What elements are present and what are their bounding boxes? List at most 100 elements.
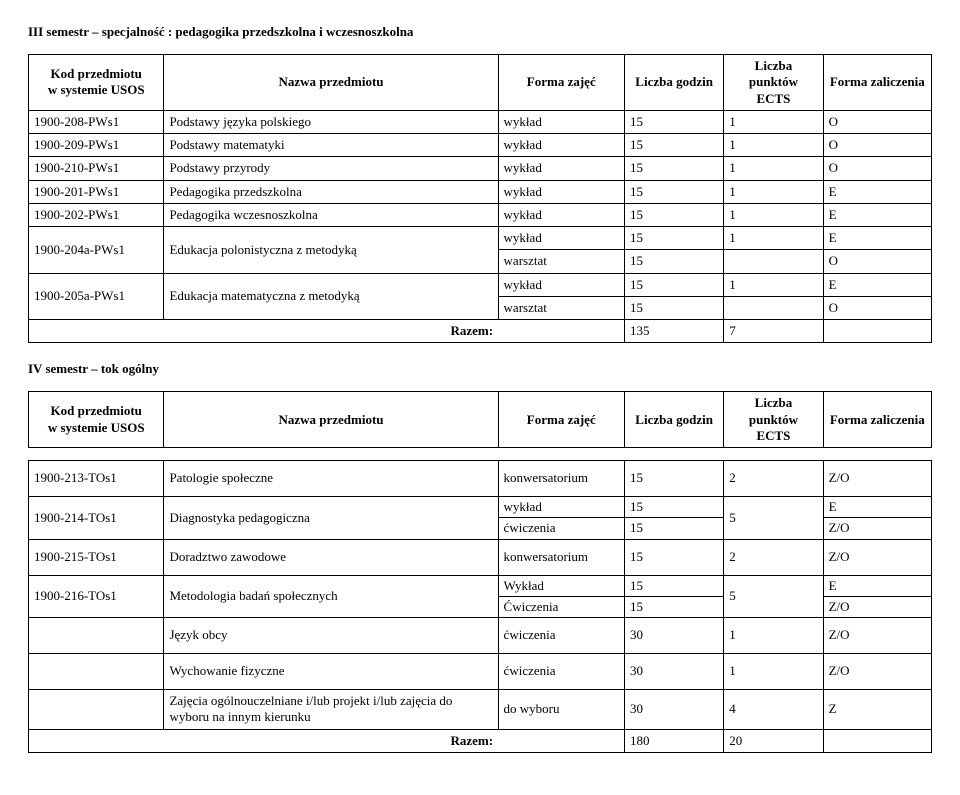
cell-hours: 15 bbox=[624, 596, 723, 617]
cell-empty bbox=[29, 320, 164, 343]
cell-code: 1900-214-TOs1 bbox=[29, 497, 164, 540]
cell-form: ćwiczenia bbox=[498, 518, 624, 539]
cell-form: wykład bbox=[498, 497, 624, 518]
cell-points: 1 bbox=[724, 654, 823, 690]
cell-empty bbox=[29, 729, 164, 752]
razem-label: Razem: bbox=[164, 729, 498, 752]
table-row: 1900-204a-PWs1 Edukacja polonistyczna z … bbox=[29, 227, 932, 250]
cell-grade: Z/O bbox=[823, 518, 931, 539]
razem-label: Razem: bbox=[164, 320, 498, 343]
cell-name: Język obcy bbox=[164, 618, 498, 654]
table-row: 1900-202-PWs1Pedagogika wczesnoszkolnawy… bbox=[29, 203, 932, 226]
table-row: 1900-210-PWs1Podstawy przyrodywykład151O bbox=[29, 157, 932, 180]
cell-hours: 15 bbox=[624, 273, 723, 296]
cell-points: 2 bbox=[724, 461, 823, 497]
cell-hours: 15 bbox=[624, 180, 723, 203]
cell-form: wykład bbox=[498, 110, 624, 133]
cell-form: wykład bbox=[498, 273, 624, 296]
cell-name: Patologie społeczne bbox=[164, 461, 498, 497]
cell-hours: 15 bbox=[624, 250, 723, 273]
table-row: 1900-214-TOs1 Diagnostyka pedagogiczna w… bbox=[29, 497, 932, 518]
cell-code bbox=[29, 618, 164, 654]
cell-grade: E bbox=[823, 273, 931, 296]
cell-grade: Z/O bbox=[823, 539, 931, 575]
cell-form: konwersatorium bbox=[498, 461, 624, 497]
section2-title: IV semestr – tok ogólny bbox=[28, 361, 932, 377]
cell-code bbox=[29, 654, 164, 690]
cell-hours: 30 bbox=[624, 618, 723, 654]
cell-grade: Z bbox=[823, 690, 931, 730]
cell-name: Podstawy języka polskiego bbox=[164, 110, 498, 133]
table-row: 1900-215-TOs1 Doradztwo zawodowe konwers… bbox=[29, 539, 932, 575]
cell-name: Edukacja matematyczna z metodyką bbox=[164, 273, 498, 320]
cell-form: warsztat bbox=[498, 250, 624, 273]
cell-code: 1900-216-TOs1 bbox=[29, 575, 164, 618]
cell-code: 1900-213-TOs1 bbox=[29, 461, 164, 497]
th-name: Nazwa przedmiotu bbox=[164, 392, 498, 448]
cell-hours: 15 bbox=[624, 518, 723, 539]
table-row: 1900-205a-PWs1 Edukacja matematyczna z m… bbox=[29, 273, 932, 296]
cell-hours: 15 bbox=[624, 134, 723, 157]
th-points: Liczba punktówECTS bbox=[724, 55, 823, 111]
cell-code: 1900-205a-PWs1 bbox=[29, 273, 164, 320]
cell-hours: 15 bbox=[624, 575, 723, 596]
cell-grade: Z/O bbox=[823, 461, 931, 497]
cell-code: 1900-202-PWs1 bbox=[29, 203, 164, 226]
cell-points bbox=[724, 250, 823, 273]
table-row: 1900-201-PWs1Pedagogika przedszkolnawykł… bbox=[29, 180, 932, 203]
cell-grade: E bbox=[823, 180, 931, 203]
cell-code: 1900-208-PWs1 bbox=[29, 110, 164, 133]
cell-name: Diagnostyka pedagogiczna bbox=[164, 497, 498, 540]
cell-hours: 15 bbox=[624, 497, 723, 518]
total-hours: 180 bbox=[624, 729, 723, 752]
cell-code: 1900-204a-PWs1 bbox=[29, 227, 164, 274]
cell-hours: 30 bbox=[624, 654, 723, 690]
total-hours: 135 bbox=[624, 320, 723, 343]
cell-code bbox=[29, 690, 164, 730]
th-hours: Liczba godzin bbox=[624, 55, 723, 111]
cell-form: ćwiczenia bbox=[498, 654, 624, 690]
th-form: Forma zajęć bbox=[498, 392, 624, 448]
cell-grade: Z/O bbox=[823, 654, 931, 690]
cell-points: 5 bbox=[724, 575, 823, 618]
cell-form: wykład bbox=[498, 180, 624, 203]
cell-grade: O bbox=[823, 296, 931, 319]
total-points: 20 bbox=[724, 729, 823, 752]
cell-form: Wykład bbox=[498, 575, 624, 596]
th-name: Nazwa przedmiotu bbox=[164, 55, 498, 111]
cell-form: Ćwiczenia bbox=[498, 596, 624, 617]
table-semester4-header: Kod przedmiotuw systemie USOS Nazwa prze… bbox=[28, 391, 932, 448]
th-grade: Forma zaliczenia bbox=[823, 392, 931, 448]
cell-name: Wychowanie fizyczne bbox=[164, 654, 498, 690]
cell-name: Zajęcia ogólnouczelniane i/lub projekt i… bbox=[164, 690, 498, 730]
cell-name: Pedagogika wczesnoszkolna bbox=[164, 203, 498, 226]
cell-form: wykład bbox=[498, 157, 624, 180]
cell-code: 1900-209-PWs1 bbox=[29, 134, 164, 157]
cell-hours: 15 bbox=[624, 110, 723, 133]
cell-grade: O bbox=[823, 157, 931, 180]
cell-form: wykład bbox=[498, 134, 624, 157]
table-semester3: Kod przedmiotuw systemie USOS Nazwa prze… bbox=[28, 54, 932, 343]
cell-points: 1 bbox=[724, 203, 823, 226]
cell-points: 1 bbox=[724, 157, 823, 180]
th-hours: Liczba godzin bbox=[624, 392, 723, 448]
cell-form: do wyboru bbox=[498, 690, 624, 730]
cell-points: 1 bbox=[724, 227, 823, 250]
cell-grade: E bbox=[823, 575, 931, 596]
cell-hours: 15 bbox=[624, 296, 723, 319]
th-code: Kod przedmiotuw systemie USOS bbox=[29, 392, 164, 448]
th-points: Liczba punktówECTS bbox=[724, 392, 823, 448]
cell-points: 1 bbox=[724, 618, 823, 654]
cell-points: 4 bbox=[724, 690, 823, 730]
cell-points: 1 bbox=[724, 273, 823, 296]
table-row: 1900-213-TOs1 Patologie społeczne konwer… bbox=[29, 461, 932, 497]
cell-name: Pedagogika przedszkolna bbox=[164, 180, 498, 203]
cell-grade: O bbox=[823, 250, 931, 273]
cell-hours: 15 bbox=[624, 461, 723, 497]
cell-grade: E bbox=[823, 497, 931, 518]
table-row: Zajęcia ogólnouczelniane i/lub projekt i… bbox=[29, 690, 932, 730]
cell-name: Doradztwo zawodowe bbox=[164, 539, 498, 575]
cell-hours: 15 bbox=[624, 539, 723, 575]
th-form: Forma zajęć bbox=[498, 55, 624, 111]
cell-grade: Z/O bbox=[823, 596, 931, 617]
